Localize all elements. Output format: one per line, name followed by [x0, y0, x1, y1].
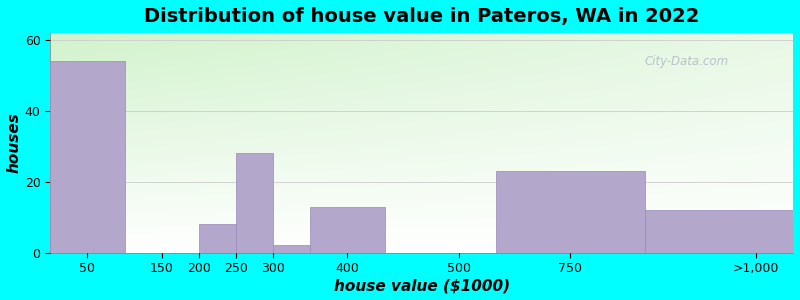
Title: Distribution of house value in Pateros, WA in 2022: Distribution of house value in Pateros, …	[144, 7, 699, 26]
Bar	[496, 171, 645, 253]
Text: City-Data.com: City-Data.com	[645, 55, 729, 68]
Bar	[236, 153, 273, 253]
Bar	[273, 245, 310, 253]
X-axis label: house value ($1000): house value ($1000)	[334, 278, 510, 293]
Bar	[199, 224, 236, 253]
Bar	[50, 61, 125, 253]
Y-axis label: houses: houses	[7, 112, 22, 173]
Bar	[645, 210, 793, 253]
Bar	[310, 206, 385, 253]
